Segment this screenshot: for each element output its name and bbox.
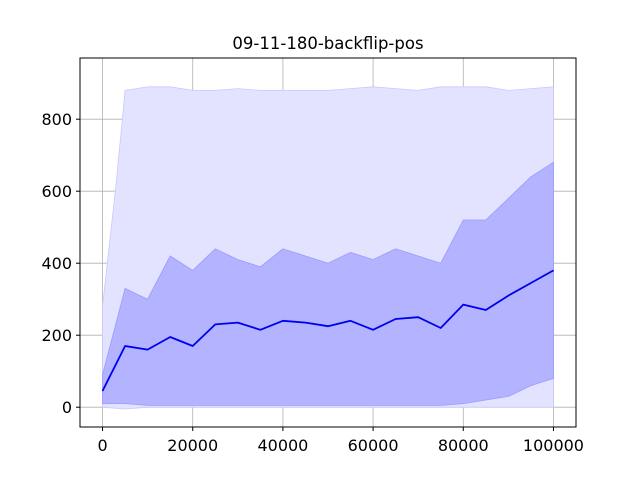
y-tick-label: 800 [41, 110, 72, 129]
chart-title: 09-11-180-backflip-pos [232, 34, 423, 53]
x-tick-label: 20000 [167, 436, 218, 455]
y-tick-label: 200 [41, 326, 72, 345]
y-tick-label: 600 [41, 182, 72, 201]
mean-line [101, 269, 554, 392]
x-tick-label: 80000 [438, 436, 489, 455]
x-tick-label: 0 [97, 436, 107, 455]
x-tick-label: 100000 [523, 436, 584, 455]
y-axis: 0 200 400 600 800 [41, 110, 80, 417]
y-tick-label: 0 [62, 398, 72, 417]
inner-band [102, 161, 554, 406]
mean-series [101, 269, 554, 392]
inner-band-area [102, 161, 554, 406]
x-tick-label: 60000 [348, 436, 399, 455]
plot-frame [79, 57, 577, 428]
x-tick-label: 40000 [257, 436, 308, 455]
x-axis: 0 20000 40000 60000 80000 100000 [97, 427, 584, 455]
y-tick-label: 400 [41, 254, 72, 273]
